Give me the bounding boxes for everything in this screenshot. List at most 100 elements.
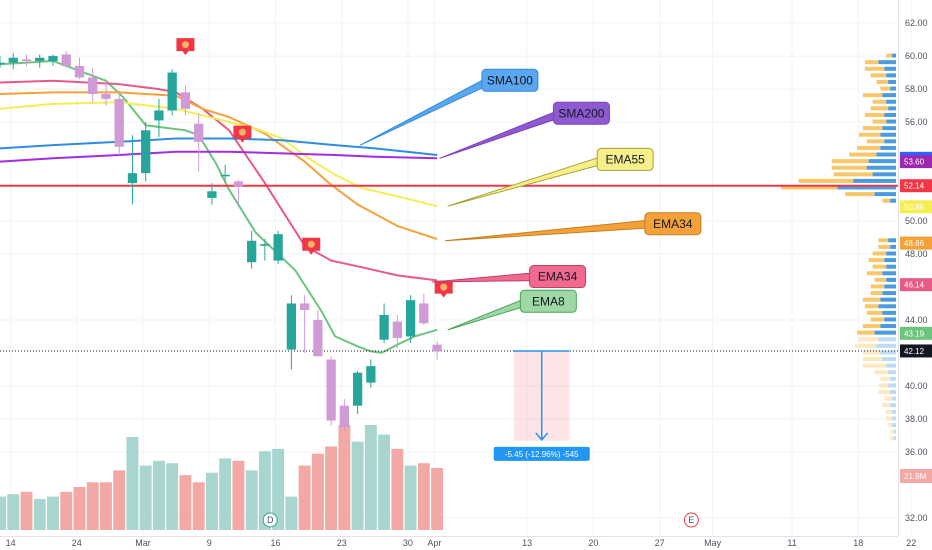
price-tag [900,155,932,169]
volume-profile-sell [878,390,891,395]
volume-profile-buy [884,139,896,144]
volume-bar [113,470,126,530]
event-marker-icon[interactable] [683,512,699,528]
volume-profile-buy [892,396,896,401]
volume-profile-sell [872,119,887,124]
volume-profile-sell [870,73,887,78]
price-tag-label: 48.66 [904,239,925,248]
volume-profile-sell [890,429,895,434]
event-marker-label: D [267,515,274,525]
candle-body [61,54,71,66]
volume-profile-buy [888,370,896,375]
volume-profile-sell [878,238,889,243]
volume-profile-sell [781,185,838,190]
volume-profile-sell [849,152,877,157]
volume-profile-sell [878,383,889,388]
volume-profile-buy [884,258,896,263]
indicator-line-ema55 [0,101,438,208]
time-tick-label: 13 [522,538,532,548]
volume-profile-buy [888,383,896,388]
volume-profile-sell [855,343,877,348]
candle-body [366,366,376,383]
volume-profile-sell [862,350,881,355]
volume-profile-sell [862,126,883,131]
volume-profile-sell [862,93,883,98]
event-marker-icon[interactable] [262,512,278,528]
time-tick-label: 27 [655,538,665,548]
volume-profile-buy [886,73,896,78]
time-tick-label: 11 [787,538,796,548]
price-axis: 32.00 36.00 38.00 40.00 44.00 48.00 50.00 56.00… [898,0,928,536]
volume-profile-sell [872,251,887,256]
time-tick-label: 20 [588,538,598,548]
price-tick-label: 32.00 [905,513,928,523]
volume-bar [311,453,324,530]
price-levels [0,184,898,352]
volume-profile-buy [876,343,896,348]
volume-bar [391,448,404,530]
volume-profile-buy [876,152,896,157]
callout-label: EMA34 [653,217,693,231]
volume-profile-sell [878,244,891,249]
event-marker-label: E [688,515,694,525]
volume-profile-buy [886,251,896,256]
volume-bar [0,496,6,530]
candle-body [141,130,151,174]
candle-body [194,123,204,142]
measure-arrow-head-icon [535,432,549,441]
volume-profile-sell [872,264,887,269]
candle-body [35,57,45,62]
volume-bar [60,491,73,530]
volume-profile-buy [880,132,896,137]
volume-profile-buy [886,363,896,368]
volume-profile-buy [892,416,896,421]
candle-body [392,321,402,339]
volume-profile-buy [890,198,896,203]
callout-label: EMA8 [532,294,565,308]
callout-label: SMA100 [487,73,533,87]
time-tick-label: 22 [906,538,916,548]
volume-bar [404,465,417,530]
volume-profile-sell [888,423,893,428]
candle-body [127,173,138,184]
price-tag [900,236,932,250]
volume-bars [0,425,444,530]
volume-profile-sell [870,291,883,296]
volume-profile-buy [894,436,896,441]
price-tag [900,200,932,214]
volume-profile-buy [886,264,896,269]
candle-body [233,181,244,187]
volume-profile-sell [880,376,891,381]
volume-profile-buy [882,271,896,276]
volume-bar [285,496,298,530]
candle-body [313,319,323,357]
volume-bar [20,491,33,530]
price-tick-label: 38.00 [905,414,928,424]
volume-profile-buy [837,185,896,190]
volume-profile-buy [878,60,896,65]
price-tag-label: 43.19 [904,329,925,338]
volume-profile [781,53,896,441]
volume-profile-buy [890,390,896,395]
candle-body [352,372,363,406]
volume-profile-buy [878,337,896,342]
volume-profile-sell [870,284,885,289]
volume-profile-buy [888,106,896,111]
candle-body [260,244,270,246]
volume-profile-buy [882,93,896,98]
volume-bar [364,425,377,530]
measure-tool[interactable]: -5.45 (-12.96%) -545 [493,350,590,461]
volume-profile-buy [866,165,896,170]
volume-bar [73,487,86,530]
volume-profile-buy [884,66,896,71]
volume-bar [219,458,232,530]
volume-profile-buy [882,291,896,296]
callout-box [596,147,654,171]
volume-profile-sell [872,99,887,104]
price-tick-label: 40.00 [905,381,928,391]
volume-bar [205,472,218,530]
volume-profile-buy [888,79,896,84]
volume-bar [166,463,179,530]
